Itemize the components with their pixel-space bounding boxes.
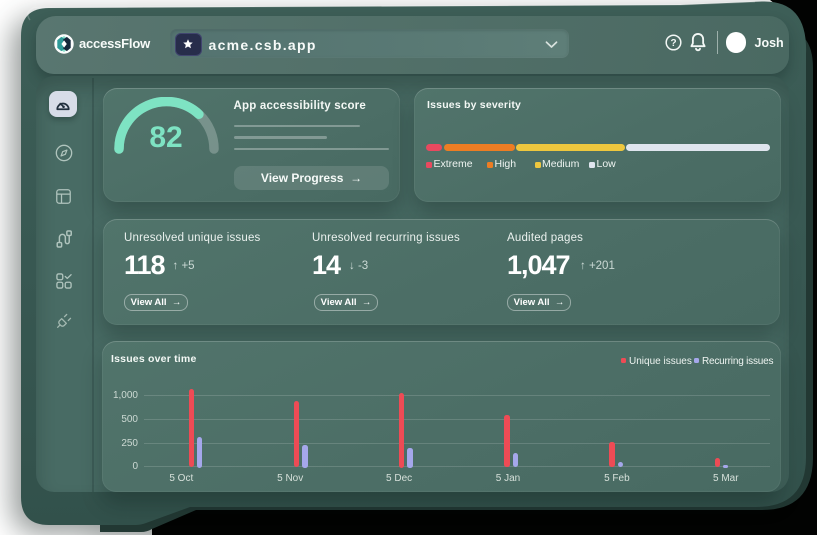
- svg-text:?: ?: [670, 38, 676, 49]
